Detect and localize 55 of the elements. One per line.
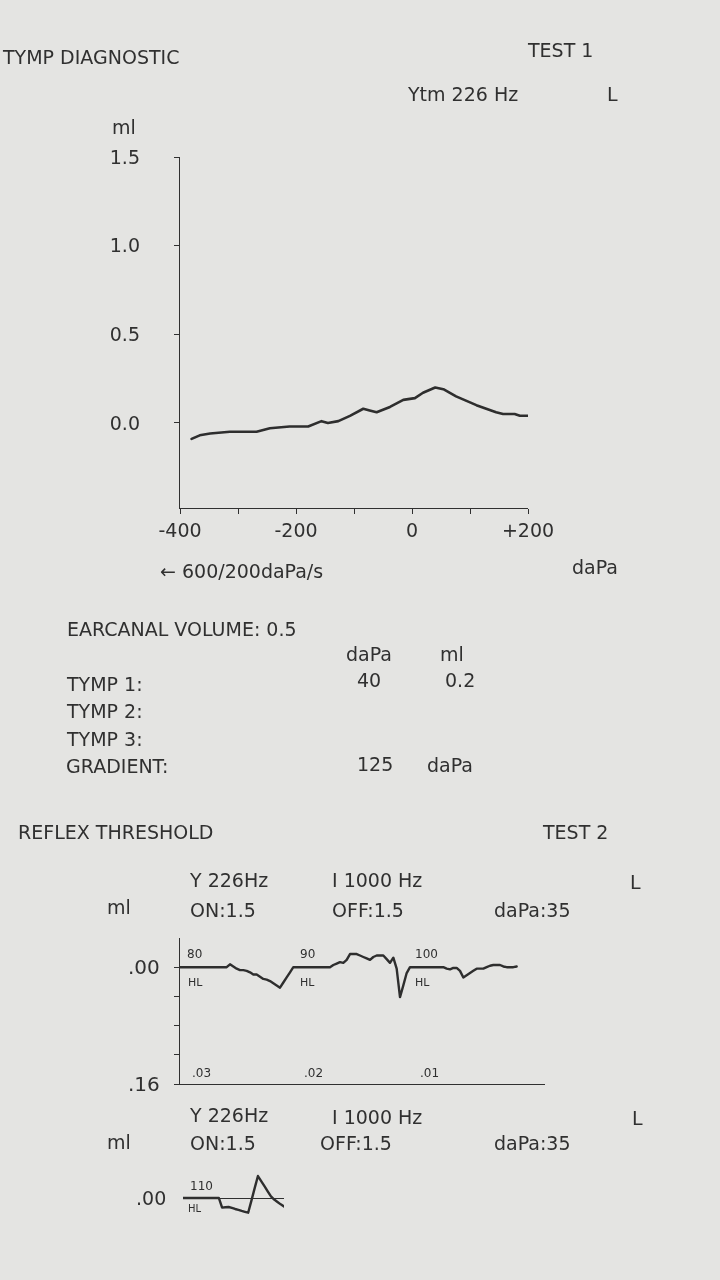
chart-title: TYMP DIAGNOSTIC [2,46,180,68]
text: daPa:35 [494,899,571,921]
text: 40 [357,669,382,691]
annotation: HL [188,976,204,989]
text: L [607,83,618,105]
x-tick-label: -400 [158,519,202,541]
text: L [630,871,641,893]
x-tick-label: -200 [274,519,318,541]
y-tick-label: 1.5 [109,145,140,168]
text: TYMP 3: [66,728,143,750]
annotation: 90 [300,947,316,961]
text: TEST 2 [542,821,609,843]
annotation: .03 [192,1066,212,1080]
text: I 1000 Hz [332,869,423,891]
text: 125 [357,753,394,775]
x-axis-title: daPa [572,556,618,578]
text: TYMP 2: [66,700,143,722]
text: ml [440,643,464,665]
text: GRADIENT: [66,755,169,777]
text: daPa:35 [494,1132,571,1154]
text: TYMP 1: [66,673,143,695]
text: Ytm 226 Hz [407,83,519,105]
text: daPa [427,754,473,776]
line-series [190,386,528,441]
x-tick-label: 0 [405,519,419,541]
text: TEST 1 [527,39,594,61]
text: EARCANAL VOLUME: 0.5 [67,618,297,640]
text: Y 226Hz [189,869,269,891]
annotation: HL [188,1203,202,1214]
x-tick-label: +200 [501,519,555,541]
y-tick-label: 1.0 [109,234,140,257]
y-tick-label: 0.5 [109,322,140,345]
annotation: 80 [187,947,203,961]
chart-title: REFLEX THRESHOLD [18,821,214,843]
y-tick-label: .16 [127,1072,160,1096]
text: OFF:1.5 [320,1132,392,1154]
y-axis-title: ml [107,896,131,918]
y-axis-title: ml [107,1131,131,1153]
annotation: 110 [190,1179,213,1193]
annotation: .01 [420,1066,440,1080]
text: Y 226Hz [189,1104,269,1126]
text: 0.2 [445,669,476,691]
text: ON:1.5 [190,1132,256,1154]
y-tick-label: 0.0 [109,411,140,434]
text: ON:1.5 [190,899,256,921]
annotation: HL [300,976,316,989]
annotation: 100 [415,947,438,961]
annotation: .02 [304,1066,324,1080]
text: daPa [346,643,392,665]
text: ← 600/200daPa/s [160,560,324,582]
y-axis-title: ml [112,116,136,138]
annotation: HL [415,976,431,989]
text: I 1000 Hz [332,1106,423,1128]
text: OFF:1.5 [332,899,404,921]
text: L [632,1107,643,1129]
